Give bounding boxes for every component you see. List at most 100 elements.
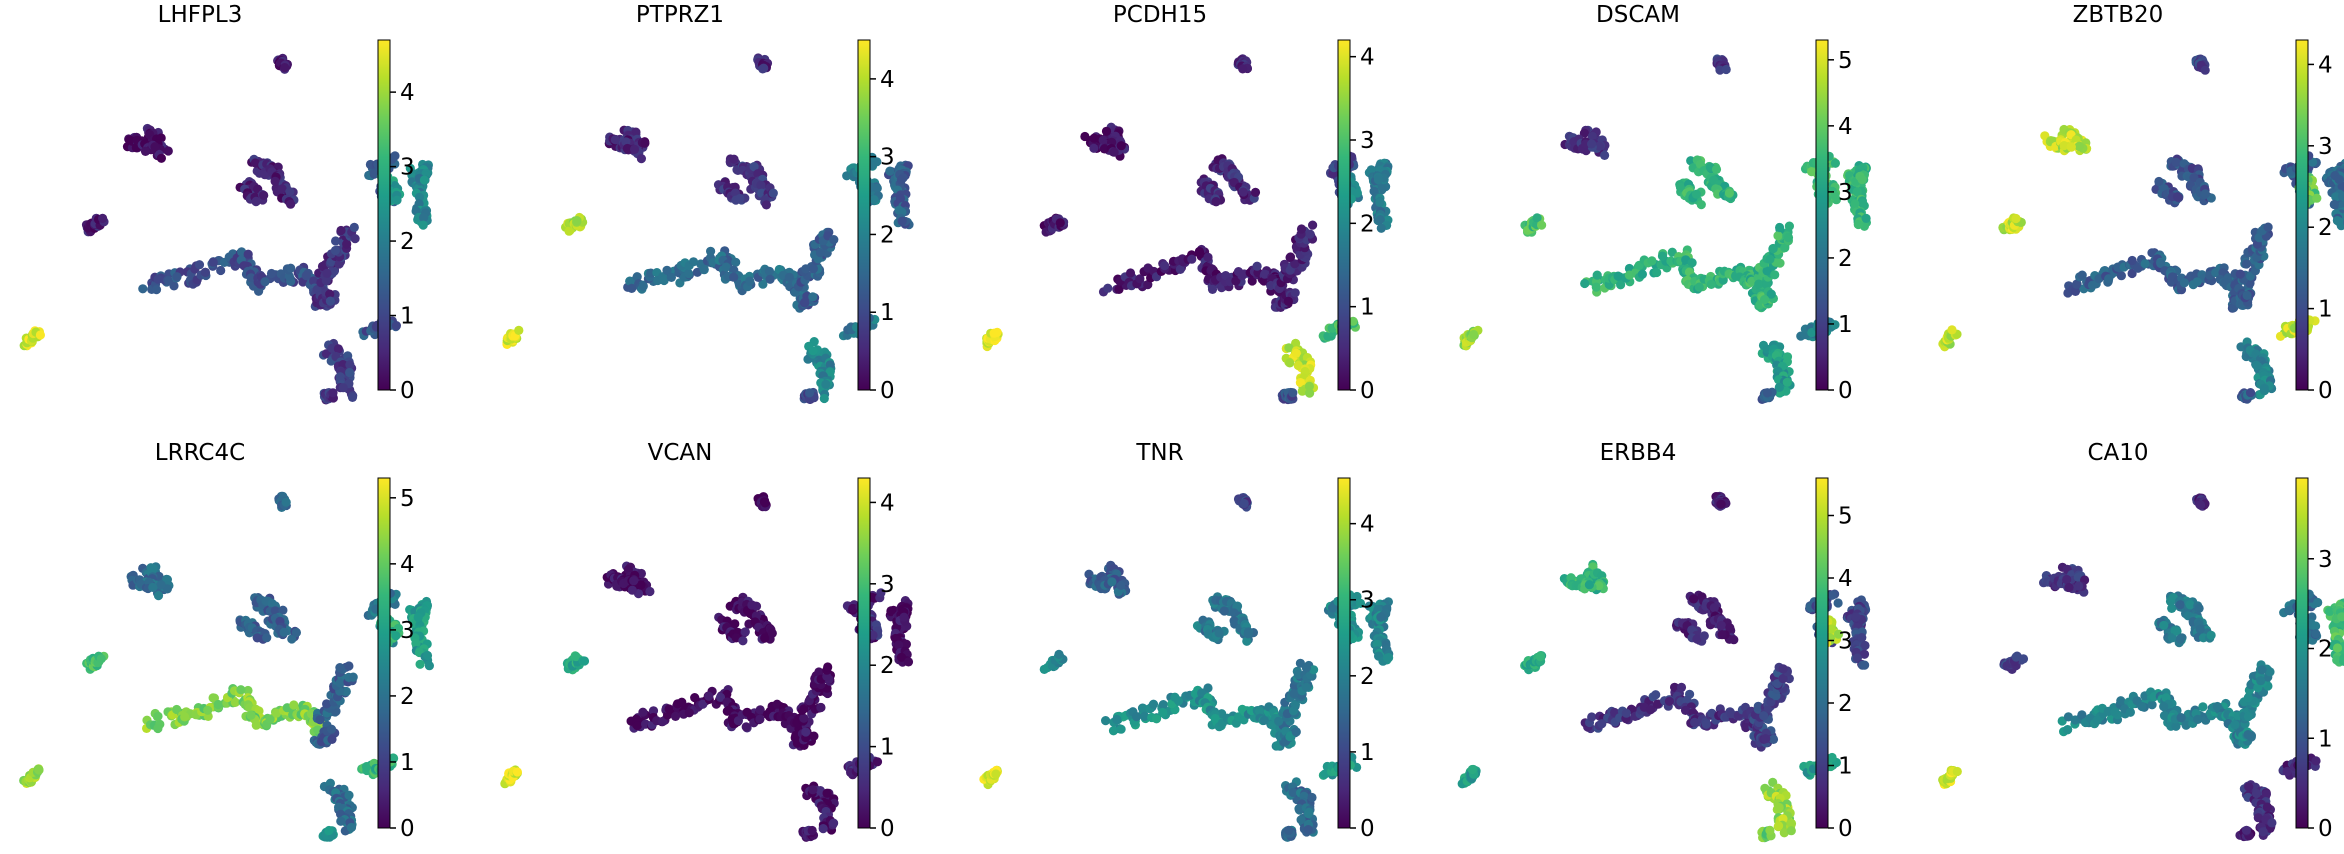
cell-point: [1770, 270, 1780, 280]
cell-point: [688, 257, 699, 267]
cell-point: [2116, 271, 2126, 281]
cell-point: [1762, 388, 1772, 398]
cell-point: [2127, 255, 2137, 266]
panel-title: PCDH15: [1113, 2, 1207, 28]
cell-point: [2334, 174, 2344, 185]
cell-point: [203, 705, 213, 715]
colorbar-tick-label: 3: [400, 155, 415, 181]
cell-point: [1125, 268, 1136, 278]
cell-point: [755, 714, 765, 724]
colorbar-tick-label: 2: [1360, 211, 1375, 237]
colorbar: [857, 39, 871, 391]
cell-point: [645, 586, 655, 597]
cell-point: [808, 292, 818, 302]
cell-point: [315, 715, 325, 725]
cell-point: [246, 273, 256, 283]
cell-point: [1600, 150, 1610, 160]
panel-title: VCAN: [648, 440, 713, 466]
cell-point: [336, 225, 346, 236]
cell-point: [289, 700, 299, 710]
cell-point: [1783, 232, 1794, 243]
cell-point: [897, 216, 907, 226]
cell-point: [800, 297, 810, 307]
cell-point: [344, 790, 354, 800]
cell-point: [869, 195, 879, 205]
cell-point: [1724, 188, 1734, 198]
cell-point: [150, 142, 160, 152]
colorbar-tick-label: 4: [1360, 45, 1375, 71]
cell-point: [735, 193, 745, 204]
cell-point: [632, 721, 643, 731]
cell-point: [277, 184, 287, 194]
cell-point: [333, 344, 343, 354]
cell-point: [662, 265, 672, 275]
cell-point: [392, 195, 402, 205]
cell-point: [418, 220, 428, 230]
colorbar-tick-label: 0: [2318, 378, 2333, 404]
cell-point: [1765, 254, 1775, 264]
colorbar-tick-label: 2: [880, 222, 895, 248]
cell-point: [808, 264, 819, 274]
cell-point: [35, 330, 46, 340]
cell-point: [1592, 270, 1602, 280]
cell-point: [322, 268, 332, 278]
cell-point: [424, 661, 434, 671]
cell-point: [729, 154, 739, 164]
cell-point: [2011, 213, 2021, 224]
cell-point: [2332, 216, 2342, 226]
colorbar-tick-label: 1: [2318, 297, 2333, 323]
cell-point: [749, 162, 759, 172]
cell-point: [286, 263, 296, 273]
cell-point: [704, 691, 714, 701]
cell-point: [330, 245, 340, 256]
cell-point: [629, 144, 640, 154]
cell-point: [34, 765, 44, 775]
cell-point: [1613, 271, 1623, 281]
cell-point: [348, 672, 358, 682]
cell-point: [721, 262, 731, 272]
cell-point: [684, 269, 694, 279]
cell-point: [627, 585, 637, 595]
cell-point: [2171, 157, 2181, 167]
colorbar: [1815, 39, 1829, 391]
cell-point: [419, 175, 429, 185]
cell-point: [2077, 270, 2087, 280]
cell-point: [251, 720, 261, 730]
cell-point: [2074, 141, 2084, 151]
cell-point: [331, 236, 341, 246]
cell-point: [670, 711, 681, 722]
cell-point: [1207, 284, 1218, 294]
cell-point: [690, 693, 700, 703]
cell-point: [422, 650, 433, 661]
cell-point: [347, 392, 358, 402]
cell-point: [180, 712, 190, 722]
cell-point: [1055, 218, 1065, 228]
colorbar: [377, 39, 391, 391]
cell-point: [1187, 254, 1197, 264]
cell-point: [631, 127, 641, 137]
colorbar-tick-label: 3: [400, 618, 415, 644]
cell-point: [1101, 126, 1112, 136]
cell-point: [514, 325, 524, 335]
cell-point: [729, 272, 739, 282]
cell-point: [1591, 282, 1601, 292]
cell-point: [325, 296, 335, 306]
cell-point: [1784, 221, 1794, 231]
cell-point: [808, 346, 818, 356]
cell-point: [579, 656, 590, 666]
cell-point: [1637, 269, 1647, 279]
cell-point: [1290, 288, 1300, 298]
cell-point: [740, 627, 750, 637]
cell-point: [2179, 278, 2189, 288]
cell-point: [327, 734, 337, 745]
colorbar: [2295, 39, 2309, 391]
cell-point: [148, 582, 158, 593]
cell-point: [326, 724, 337, 734]
cell-point: [1694, 282, 1704, 292]
cell-point: [254, 286, 264, 296]
cell-point: [324, 825, 334, 836]
cell-point: [1807, 167, 1817, 177]
cell-point: [821, 379, 831, 389]
cell-point: [251, 196, 261, 206]
